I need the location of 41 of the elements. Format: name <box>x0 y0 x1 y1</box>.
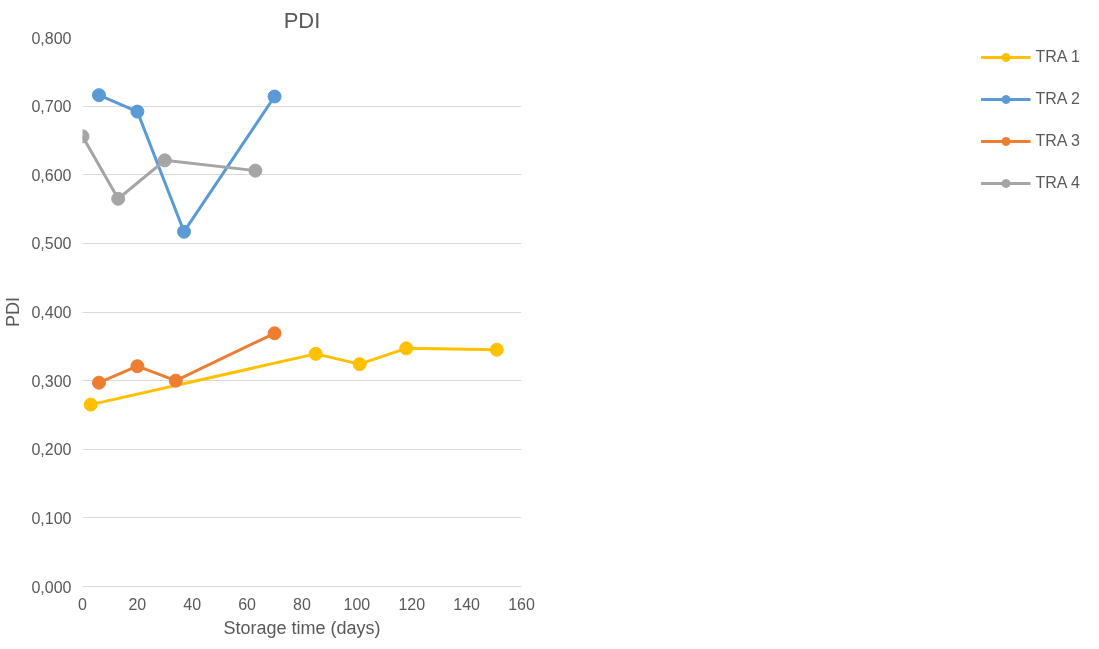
point <box>111 191 126 206</box>
y-tick-label: 0,500 <box>31 235 72 253</box>
point <box>130 104 145 119</box>
y-tick-label: 0,300 <box>31 372 72 390</box>
x-tick-label: 140 <box>453 595 481 613</box>
point <box>267 89 282 104</box>
point <box>91 88 106 103</box>
point <box>352 357 367 372</box>
x-tick-label: 60 <box>238 595 257 613</box>
y-axis-title: PDI <box>3 296 24 327</box>
point <box>91 375 106 390</box>
y-tick-label: 0,000 <box>31 578 72 596</box>
x-tick-label: 80 <box>293 595 311 613</box>
x-tick-label: 100 <box>343 595 371 613</box>
point <box>177 224 192 239</box>
y-tick-label: 0,700 <box>31 98 72 116</box>
y-tick-label: 0,600 <box>31 166 72 184</box>
point <box>83 397 98 412</box>
point <box>157 153 172 168</box>
point <box>308 346 323 361</box>
point <box>489 342 504 357</box>
y-tick-label: 0,400 <box>31 304 72 321</box>
x-tick-label: 0 <box>78 595 88 613</box>
point <box>168 373 183 388</box>
point <box>267 326 282 341</box>
legend-label: TRA 1 <box>1035 48 1080 66</box>
x-tick-label: 160 <box>508 595 535 613</box>
point <box>130 359 145 374</box>
legend-label: TRA 4 <box>1035 174 1080 192</box>
x-axis-title: Storage time (days) <box>223 617 381 638</box>
y-tick-label: 0,800 <box>31 29 72 47</box>
x-tick-label: 20 <box>128 595 147 613</box>
y-tick-label: 0,200 <box>31 441 72 459</box>
point <box>248 163 263 178</box>
point <box>399 341 414 356</box>
y-tick-label: 0,100 <box>31 509 72 527</box>
chart-title: PDI <box>283 7 321 33</box>
x-tick-label: 40 <box>183 595 202 613</box>
legend-label: TRA 2 <box>1035 90 1080 108</box>
x-tick-label: 120 <box>398 595 426 613</box>
legend-label: TRA 3 <box>1035 132 1080 150</box>
